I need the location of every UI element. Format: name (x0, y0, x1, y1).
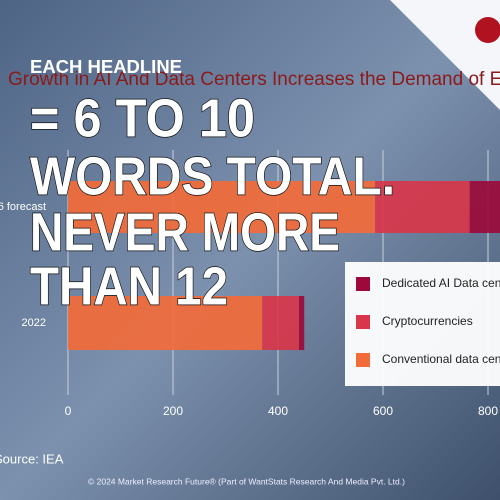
legend-label: Conventional data centers (382, 352, 500, 366)
footer: © 2024 Market Research Future® (Part of … (88, 476, 405, 486)
legend-swatch (356, 277, 370, 291)
chart: Growth in AI And Data Centers Increases … (0, 69, 500, 486)
y-tick-label: 2026 forecast (0, 201, 46, 213)
bar-segment (299, 296, 305, 350)
x-tick-label: 600 (373, 404, 393, 418)
x-tick-label: 400 (268, 404, 288, 418)
bar-segment (469, 181, 500, 233)
legend-label: Cryptocurrencies (382, 314, 473, 328)
logo (475, 17, 500, 43)
chart-title: Growth in AI And Data Centers Increases … (8, 69, 500, 90)
bar-segment (68, 296, 263, 350)
x-tick-label: 800 (478, 404, 498, 418)
bar-segment (375, 181, 470, 233)
legend-swatch (356, 353, 370, 367)
x-tick-label: 200 (163, 404, 183, 418)
legend-swatch (356, 315, 370, 329)
source: Source: IEA (0, 451, 64, 466)
headline-line: THAN 12 (30, 256, 228, 316)
headline-line: WORDS TOTAL. (30, 146, 395, 206)
legend-box (345, 262, 500, 386)
legend-label: Dedicated AI Data centers (382, 276, 500, 290)
bar-segment (262, 296, 299, 350)
x-tick-label: 0 (65, 404, 72, 418)
headline-line: NEVER MORE (30, 202, 340, 262)
bar-segment (68, 181, 376, 233)
kicker: EACH HEADLINE (30, 57, 182, 77)
headline-line: = 6 TO 10 (30, 88, 255, 148)
y-tick-label: 2022 (22, 317, 46, 329)
